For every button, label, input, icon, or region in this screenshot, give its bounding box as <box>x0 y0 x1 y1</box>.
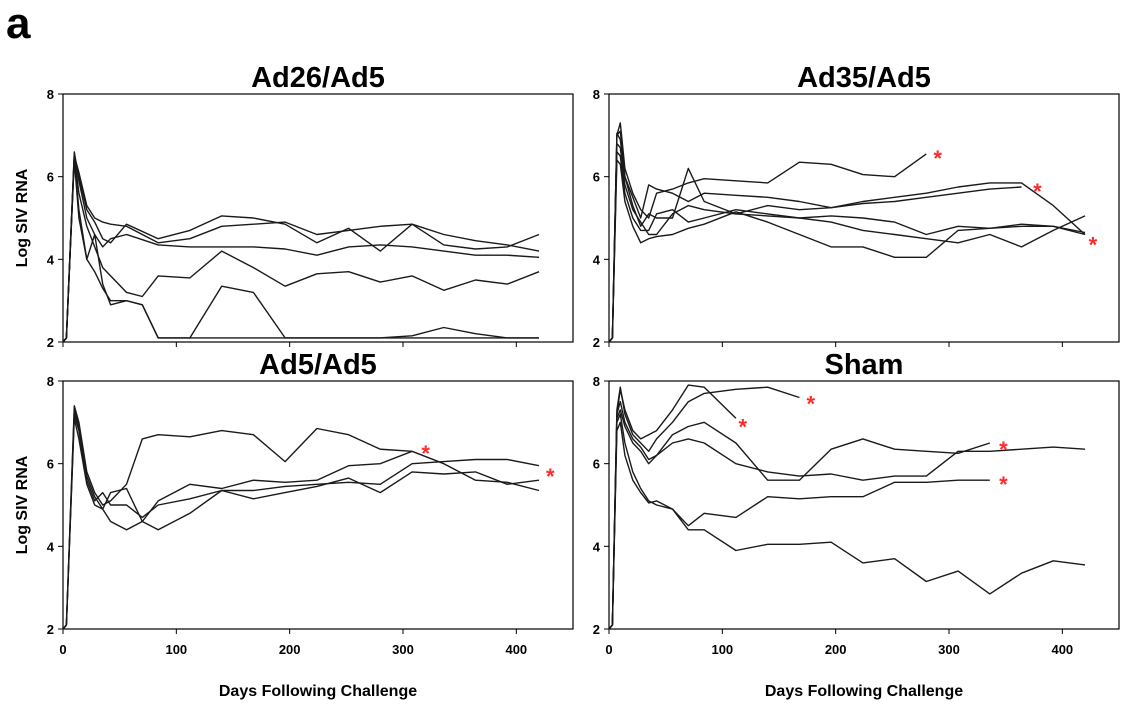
x-tick-label: 400 <box>505 642 527 657</box>
x-tick-label: 0 <box>605 642 612 657</box>
y-tick-label: 4 <box>47 252 55 267</box>
series-line-6 <box>608 421 1086 630</box>
series-line-1 <box>608 122 927 343</box>
plot-frame <box>62 380 574 630</box>
x-tick-label: 200 <box>279 642 301 657</box>
star-marker: * <box>999 472 1008 497</box>
series-line-2 <box>62 153 540 343</box>
series-line-5 <box>62 157 539 343</box>
y-tick-label: 2 <box>47 622 54 637</box>
y-tick-label: 8 <box>47 374 54 389</box>
x-tick-label: 200 <box>825 642 847 657</box>
star-marker: * <box>999 437 1008 462</box>
chart-panel-3: Ad5/Ad5 2 4 6 8 0 100 200 300 400 Log SIV RNA Days … <box>14 349 574 700</box>
x-tick-label: 300 <box>938 642 960 657</box>
series-line-1 <box>62 405 413 630</box>
star-marker: * <box>1033 179 1042 204</box>
panel-title: Sham <box>825 349 904 381</box>
star-marker: * <box>546 464 555 489</box>
y-tick-label: 2 <box>593 622 600 637</box>
x-axis-label: Days Following Challenge <box>219 683 417 700</box>
series-line-3 <box>608 130 1086 343</box>
series-line-4 <box>608 142 1086 343</box>
figure-panel-label: a <box>6 0 31 48</box>
star-marker: * <box>933 146 942 171</box>
x-tick-label: 0 <box>59 642 66 657</box>
series-line-6 <box>62 159 539 343</box>
x-tick-label: 100 <box>711 642 733 657</box>
star-marker: * <box>806 392 815 417</box>
y-axis-label: Log SIV RNA <box>14 455 31 554</box>
y-tick-label: 4 <box>593 539 601 554</box>
chart-panel-4: Sham 2 4 6 8 0 100 200 300 400 Days Following Chal… <box>593 349 1120 700</box>
panel-title: Ad26/Ad5 <box>251 62 385 94</box>
y-tick-label: 6 <box>593 170 600 185</box>
series-line-2 <box>62 409 540 630</box>
y-tick-label: 2 <box>47 335 54 350</box>
y-tick-label: 8 <box>47 87 54 102</box>
star-marker: * <box>1089 233 1098 258</box>
series-line-3 <box>608 401 991 630</box>
series-line-4 <box>608 409 1086 630</box>
series-line-3 <box>62 413 540 630</box>
series-line-2 <box>608 386 800 630</box>
star-marker: * <box>738 414 747 439</box>
series-line-3 <box>62 151 540 343</box>
series-line-2 <box>608 132 1022 343</box>
x-tick-label: 400 <box>1051 642 1073 657</box>
plot-frame <box>62 93 574 343</box>
y-tick-label: 6 <box>47 457 54 472</box>
plot-frame <box>608 93 1120 343</box>
y-tick-label: 4 <box>47 539 55 554</box>
series-line-5 <box>608 413 990 630</box>
y-tick-label: 8 <box>593 374 600 389</box>
panel-title: Ad5/Ad5 <box>259 349 377 381</box>
x-tick-label: 300 <box>392 642 414 657</box>
series-line-5 <box>608 151 1086 343</box>
y-tick-label: 6 <box>47 170 54 185</box>
chart-panel-1: Ad26/Ad5 2 4 6 8 Log SIV RNA <box>14 62 574 350</box>
star-marker: * <box>421 441 430 466</box>
series-line-4 <box>62 417 540 630</box>
y-tick-label: 2 <box>593 335 600 350</box>
y-axis-label: Log SIV RNA <box>14 168 31 267</box>
plot-frame <box>608 380 1120 630</box>
y-tick-label: 6 <box>593 457 600 472</box>
y-tick-label: 8 <box>593 87 600 102</box>
x-axis-label: Days Following Challenge <box>765 683 963 700</box>
x-tick-label: 100 <box>165 642 187 657</box>
series-line-4 <box>62 155 540 343</box>
y-tick-label: 4 <box>593 252 601 267</box>
series-line-1 <box>62 155 540 343</box>
series-line-6 <box>608 159 1086 343</box>
chart-panel-2: Ad35/Ad5 2 4 6 8 * * * <box>593 62 1120 350</box>
panel-title: Ad35/Ad5 <box>797 62 931 94</box>
